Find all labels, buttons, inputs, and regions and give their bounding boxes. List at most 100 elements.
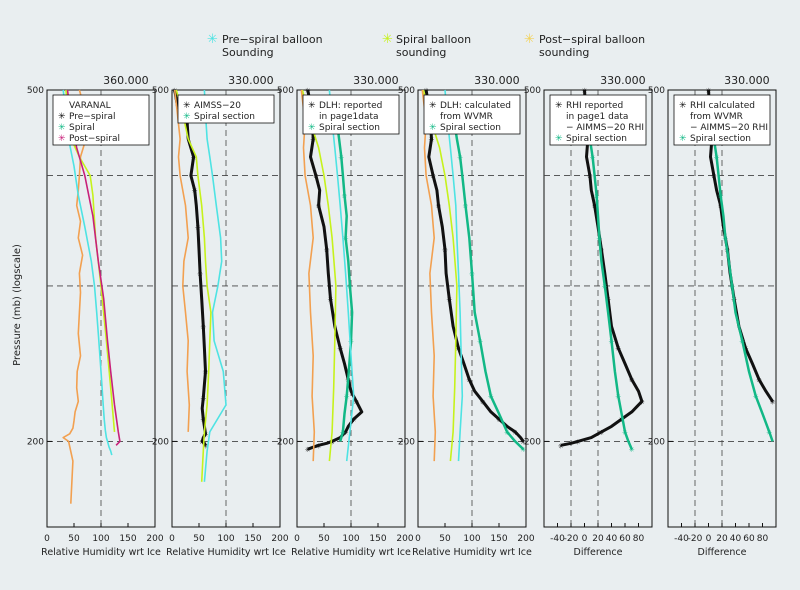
legend-pre-spiral-balloon: ✳ Pre−spiral balloon Sounding bbox=[207, 32, 323, 59]
legend-marker: ✳ bbox=[58, 112, 66, 122]
x-tick-label-40: 40 bbox=[606, 534, 618, 544]
series-marker-black: ✳ bbox=[310, 136, 316, 144]
x-tick-label-80: 80 bbox=[633, 534, 645, 544]
legend-marker: ✳ bbox=[679, 134, 687, 144]
legend-marker: ✳ bbox=[183, 112, 191, 122]
legend-box bbox=[549, 94, 647, 146]
series-marker-black: ✳ bbox=[718, 202, 724, 210]
series-section bbox=[334, 113, 354, 442]
x-tick-label-80: 80 bbox=[757, 534, 769, 544]
series-black bbox=[560, 89, 644, 447]
series-marker-black: ✳ bbox=[337, 345, 343, 353]
series-varanal bbox=[173, 89, 191, 432]
panel-top-label: 330.000 bbox=[353, 74, 399, 87]
series-marker-black: ✳ bbox=[615, 345, 621, 353]
series-marker-black: ✳ bbox=[520, 438, 526, 446]
legend-entry: DLH: reported bbox=[319, 101, 382, 111]
series-marker-black: ✳ bbox=[353, 398, 359, 406]
legend-entry: Post−spiral bbox=[69, 134, 120, 144]
legend-entry: Spiral section bbox=[440, 123, 501, 133]
legend-entry: Spiral section bbox=[319, 123, 380, 133]
series-marker-black: ✳ bbox=[436, 202, 442, 210]
legend-marker: ✳ bbox=[58, 134, 66, 144]
series-marker-black: ✳ bbox=[466, 377, 472, 385]
series-marker-section: ✳ bbox=[596, 235, 602, 243]
legend-entry: − AIMMS−20 RHI bbox=[566, 123, 644, 133]
series-marker-black: ✳ bbox=[199, 438, 205, 446]
x-axis-label: Difference bbox=[574, 547, 623, 558]
series-marker-black: ✳ bbox=[743, 345, 749, 353]
series-section bbox=[451, 113, 525, 451]
panel-top-label: 330.000 bbox=[600, 74, 646, 87]
series-marker-section: ✳ bbox=[729, 283, 735, 291]
chart-panel-2: 330.000 200 500 0 50 100 150 200 Relative Humidi… bbox=[152, 74, 289, 558]
legend-spiral-marker: ✳ bbox=[382, 32, 393, 47]
series-marker-black: ✳ bbox=[202, 431, 208, 439]
x-tick-label-150: 150 bbox=[244, 534, 261, 544]
legend-marker: ✳ bbox=[308, 123, 316, 133]
x-tick-label-0: 0 bbox=[169, 534, 175, 544]
legend-marker: ✳ bbox=[183, 101, 191, 111]
series-marker-black: ✳ bbox=[770, 398, 776, 406]
x-tick-label-40: 40 bbox=[730, 534, 742, 544]
series-marker-black: ✳ bbox=[200, 395, 206, 403]
series-black bbox=[173, 89, 207, 447]
legend-entry: RHI reported bbox=[566, 101, 623, 111]
series-marker-black: ✳ bbox=[592, 202, 598, 210]
x-tick-label--40: -40 bbox=[674, 534, 689, 544]
legend-entry: from WVMR bbox=[690, 112, 743, 122]
legend-marker: ✳ bbox=[679, 101, 687, 111]
series-marker-black: ✳ bbox=[195, 224, 201, 232]
x-tick-label-60: 60 bbox=[619, 534, 631, 544]
series-marker-black: ✳ bbox=[200, 323, 206, 331]
series-marker-black: ✳ bbox=[605, 296, 611, 304]
series-marker-black: ✳ bbox=[430, 173, 436, 181]
legend-pre-line1: Pre−spiral balloon bbox=[222, 33, 323, 46]
x-axis-label: Difference bbox=[698, 547, 747, 558]
series-marker-section: ✳ bbox=[504, 429, 510, 437]
legend-marker: ✳ bbox=[58, 123, 66, 133]
series-marker-black: ✳ bbox=[512, 429, 518, 437]
x-tick-label-150: 150 bbox=[369, 534, 386, 544]
series-spiral bbox=[422, 89, 458, 462]
series-marker-section: ✳ bbox=[609, 338, 615, 346]
x-tick-label--20: -20 bbox=[688, 534, 703, 544]
series-pre bbox=[444, 89, 464, 462]
legend-entry: Spiral section bbox=[690, 134, 751, 144]
x-tick-label-0: 0 bbox=[44, 534, 50, 544]
x-tick-label-100: 100 bbox=[217, 534, 234, 544]
series-marker-black: ✳ bbox=[456, 345, 462, 353]
legend-post-line1: Post−spiral balloon bbox=[539, 33, 645, 46]
series-marker-black: ✳ bbox=[756, 377, 762, 385]
series-marker-black: ✳ bbox=[305, 87, 311, 95]
panel-top-label: 330.000 bbox=[724, 74, 770, 87]
legend-entry: − AIMMS−20 RHI bbox=[690, 123, 768, 133]
series-marker-black: ✳ bbox=[706, 87, 712, 95]
series-marker-black: ✳ bbox=[423, 87, 429, 95]
series-marker-black: ✳ bbox=[200, 416, 206, 424]
series-marker-section: ✳ bbox=[348, 338, 354, 346]
legend-spiral-balloon: ✳ Spiral balloon sounding bbox=[382, 32, 471, 59]
y-tick-label-200: 200 bbox=[648, 437, 665, 447]
x-tick-label-0: 0 bbox=[582, 534, 588, 544]
series-marker-section: ✳ bbox=[615, 393, 621, 401]
series-marker-black: ✳ bbox=[480, 398, 486, 406]
series-varanal bbox=[62, 89, 87, 504]
series-marker-section: ✳ bbox=[722, 235, 728, 243]
series-marker-black: ✳ bbox=[316, 202, 322, 210]
x-tick-label-50: 50 bbox=[439, 534, 451, 544]
legend-entry: Spiral section bbox=[566, 134, 627, 144]
legend-marker: ✳ bbox=[429, 123, 437, 133]
panel-top-label: 330.000 bbox=[228, 74, 274, 87]
x-tick-label-60: 60 bbox=[743, 534, 755, 544]
y-tick-label-200: 200 bbox=[27, 437, 44, 447]
series-marker-black: ✳ bbox=[587, 173, 593, 181]
y-tick-label-200: 200 bbox=[152, 437, 169, 447]
x-tick-label-50: 50 bbox=[68, 534, 80, 544]
top-legend: ✳ Pre−spiral balloon Sounding ✳ Spiral b… bbox=[207, 32, 645, 59]
y-tick-label-500: 500 bbox=[277, 86, 294, 96]
legend-entry: RHI calculated bbox=[690, 101, 755, 111]
x-tick-label-200: 200 bbox=[517, 534, 534, 544]
legend-entry: Spiral section bbox=[194, 112, 255, 122]
series-marker-section: ✳ bbox=[520, 446, 526, 454]
